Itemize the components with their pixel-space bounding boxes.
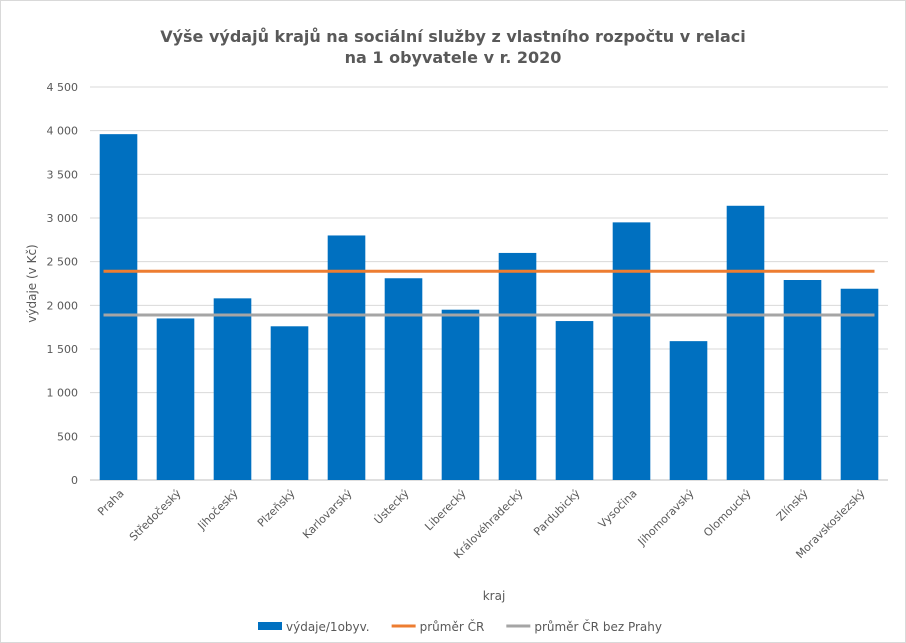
y-axis-title: výdaje (v Kč) — [25, 244, 39, 322]
x-tick-label: Středočeský — [127, 487, 184, 544]
x-tick-label: Jihočeský — [195, 487, 241, 533]
x-tick-label: Pardubický — [531, 487, 583, 539]
bar — [726, 205, 765, 481]
y-tick-label: 3 500 — [47, 168, 79, 181]
x-tick-label: Praha — [95, 487, 126, 518]
legend-label: výdaje/1obyv. — [286, 620, 370, 634]
chart-title-line: na 1 obyvatele v r. 2020 — [345, 48, 562, 67]
bar — [213, 298, 252, 480]
y-tick-label: 3 000 — [47, 212, 79, 225]
y-tick-label: 4 000 — [47, 125, 79, 138]
bar — [384, 278, 423, 480]
y-tick-label: 1 500 — [47, 343, 79, 356]
bar — [498, 252, 537, 480]
x-tick-label: Ústecký — [372, 487, 412, 527]
bar — [270, 326, 309, 480]
bar — [612, 222, 651, 480]
y-tick-label: 2 000 — [47, 299, 79, 312]
bar — [669, 341, 708, 480]
bar — [327, 235, 366, 480]
x-tick-label: Liberecký — [422, 487, 469, 534]
legend-label: průměr ČR — [420, 619, 485, 634]
y-tick-label: 1 000 — [47, 387, 79, 400]
bar — [441, 309, 480, 480]
bar — [555, 321, 594, 480]
y-tick-label: 0 — [71, 474, 78, 487]
x-tick-label: Jihomoravský — [635, 487, 697, 549]
x-tick-label: Olomoucký — [701, 487, 754, 540]
bar — [783, 280, 822, 480]
y-tick-label: 4 500 — [47, 81, 79, 94]
x-tick-label: Karlovarský — [300, 487, 355, 542]
x-tick-label: Plzeňský — [255, 487, 298, 530]
y-tick-label: 500 — [57, 430, 78, 443]
legend-label: průměr ČR bez Prahy — [534, 619, 662, 634]
x-tick-label: Zlínský — [774, 487, 811, 524]
y-tick-label: 2 500 — [47, 256, 79, 269]
x-axis-title: kraj — [483, 589, 506, 603]
chart-title-line: Výše výdajů krajů na sociální služby z v… — [160, 27, 746, 46]
bar — [99, 134, 138, 480]
bar — [156, 318, 195, 480]
legend-swatch — [258, 622, 282, 630]
x-tick-label: Vysočina — [596, 487, 640, 531]
bar — [840, 288, 879, 480]
